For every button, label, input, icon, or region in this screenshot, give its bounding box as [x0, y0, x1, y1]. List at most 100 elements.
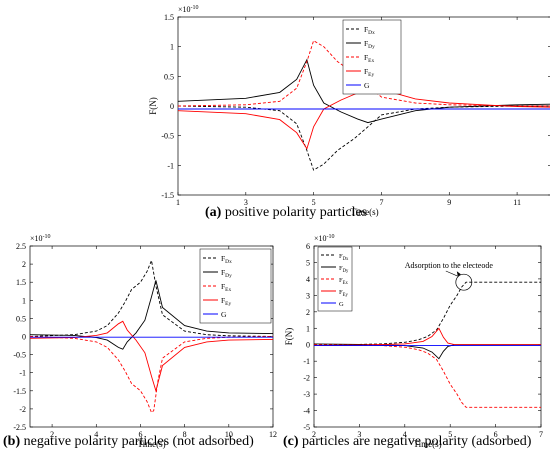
y-tick-label: -2.5: [13, 423, 26, 432]
y-tick-label: 0: [306, 341, 310, 350]
x-tick-label: 5: [312, 198, 316, 207]
series-line-fdy: [313, 343, 541, 360]
plot-frame: [313, 245, 542, 428]
chart-a: -1.5 -1 -0.5 0 0.5 1 1.5 1 3 5 7 9 11 Time(s) F(N) ×10-…: [148, 5, 550, 217]
legend-label: FDy: [339, 265, 349, 274]
series-line-fdx: [313, 281, 541, 346]
y-tick-label: 5: [306, 258, 310, 267]
x-tick-label: 3: [357, 430, 361, 439]
legend-label-sub: Dy: [225, 273, 232, 279]
annotation-text: Adsorption to the electeode: [405, 261, 494, 270]
series-line-fex: [313, 344, 541, 408]
y-tick-label: -1: [167, 161, 174, 170]
legend-label: FEx: [364, 53, 374, 64]
y-tick-label: 1.5: [16, 278, 26, 287]
legend-label: FEy: [339, 289, 348, 298]
annotation-leader: [445, 270, 458, 277]
legend-box: [199, 248, 272, 324]
x-tick-label: 10: [225, 430, 233, 439]
y-exponent-power: -10: [43, 234, 51, 240]
caption-b: (b) negative polarity particles (not ads…: [3, 434, 254, 449]
y-exponent-power: -10: [327, 234, 335, 240]
y-tick-label: 2: [306, 308, 310, 317]
x-tick-label: 5: [448, 430, 452, 439]
y-tick-label: -5: [303, 423, 310, 432]
annotation-arrowhead: [456, 271, 461, 277]
legend-label-sub: Ey: [368, 72, 374, 78]
y-tick-label: -2: [303, 374, 310, 383]
x-tick-label: 2: [312, 430, 316, 439]
x-tick-label: 4: [94, 430, 98, 439]
x-tick-label: 6: [494, 430, 498, 439]
x-tick-label: 8: [183, 430, 187, 439]
y-tick-label: -1: [19, 369, 26, 378]
y-tick-label: 6: [306, 242, 310, 251]
legend-label-sub: Ey: [343, 293, 349, 298]
legend-label: FEy: [221, 296, 231, 307]
y-tick-label: 1: [22, 296, 26, 305]
y-tick-label: -4: [303, 407, 310, 416]
series-line-fex: [29, 336, 274, 414]
annotation-circle: [455, 273, 473, 291]
x-tick-label: 7: [539, 430, 543, 439]
x-axis-label: Time(s): [137, 439, 165, 449]
y-axis-label: F(N): [148, 97, 158, 115]
x-tick-label: 9: [447, 198, 451, 207]
legend-label-sub: Ex: [225, 287, 231, 293]
y-tick-label: 0.5: [164, 72, 174, 81]
series-line-fdy: [177, 58, 550, 124]
legend-label: G: [364, 81, 370, 90]
x-tick-label: 11: [513, 198, 521, 207]
y-exponent-label: ×10-10: [178, 5, 199, 14]
series-line-fey: [29, 320, 274, 393]
x-axis-label: Time(s): [413, 439, 441, 449]
x-axis-label: Time(s): [350, 207, 378, 217]
y-tick-label: 4: [306, 275, 310, 284]
series-line-fey: [313, 327, 541, 347]
y-tick-label: 0: [170, 102, 174, 111]
series-line-fdy: [29, 280, 274, 350]
y-tick-label: -3: [303, 390, 310, 399]
legend-label-sub: Dy: [343, 269, 349, 274]
x-tick-label: 4: [403, 430, 407, 439]
legend-label-sub: Dx: [343, 257, 349, 262]
y-tick-label: 3: [306, 291, 310, 300]
y-tick-label: -0.5: [13, 351, 26, 360]
y-exponent-label: ×10-10: [30, 234, 51, 243]
x-tick-label: 1: [176, 198, 180, 207]
y-exponent-power: -10: [191, 5, 199, 11]
y-axis-label: F(N): [284, 328, 294, 346]
legend-label-sub: Ex: [343, 281, 349, 286]
legend-label: FDx: [364, 25, 375, 36]
legend-label: FEx: [221, 282, 231, 293]
legend-label: G: [339, 301, 344, 308]
legend-label: FDx: [221, 254, 232, 265]
x-tick-label: 7: [379, 198, 383, 207]
y-tick-label: 1: [170, 43, 174, 52]
series-line-fey: [177, 85, 550, 150]
y-tick-label: -1.5: [13, 387, 26, 396]
series-line-fdx: [177, 105, 550, 171]
x-tick-label: 6: [138, 430, 142, 439]
x-tick-label: 3: [244, 198, 248, 207]
y-tick-label: -2: [19, 405, 26, 414]
caption-c: (c) particles are negative polarity (ads…: [283, 434, 532, 449]
legend-label-sub: Dy: [368, 44, 375, 50]
caption-a: (a) positive polarity particles: [205, 205, 368, 220]
y-tick-label: 0: [22, 333, 26, 342]
legend-label: FEy: [364, 67, 374, 78]
x-tick-label: 2: [50, 430, 54, 439]
y-tick-label: -1.5: [161, 191, 174, 200]
y-tick-label: 2.5: [16, 242, 26, 251]
legend-label-sub: Ex: [368, 58, 374, 64]
legend-label-sub: Dx: [225, 259, 232, 265]
legend-label: FDy: [221, 268, 232, 279]
y-tick-label: 2: [22, 260, 26, 269]
legend-label: FEx: [339, 277, 348, 286]
y-tick-label: -0.5: [161, 132, 174, 141]
legend-label-sub: Dx: [368, 30, 375, 36]
x-tick-label: 12: [269, 430, 277, 439]
y-tick-label: 1: [306, 324, 310, 333]
